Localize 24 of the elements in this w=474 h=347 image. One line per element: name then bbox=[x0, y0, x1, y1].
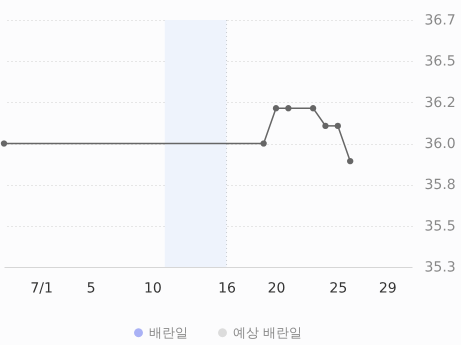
point bbox=[0, 140, 8, 147]
y-tick-label: 35.8 bbox=[424, 177, 456, 194]
point bbox=[334, 122, 341, 130]
x-tick-label: 7/1 bbox=[30, 280, 53, 296]
point bbox=[310, 105, 316, 112]
point bbox=[347, 158, 354, 164]
point bbox=[322, 122, 329, 130]
x-tick-label: 20 bbox=[268, 280, 286, 296]
x-tick-label: 29 bbox=[378, 280, 397, 296]
y-tick-label: 35.3 bbox=[424, 260, 456, 276]
y-tick-label: 36.2 bbox=[424, 94, 456, 111]
y-tick-label: 36.7 bbox=[424, 12, 456, 28]
y-tick-label: 36.0 bbox=[424, 136, 456, 152]
x-tick-label: 16 bbox=[218, 280, 236, 296]
x-tick-label: 5 bbox=[86, 280, 96, 296]
y-tick-label: 36.5 bbox=[424, 54, 456, 70]
point bbox=[272, 105, 280, 112]
x-tick-label: 10 bbox=[144, 280, 162, 296]
point bbox=[285, 105, 292, 112]
y-tick-label: 35.5 bbox=[424, 218, 456, 234]
point bbox=[260, 140, 267, 147]
legend-label: 예상 배란일 bbox=[233, 326, 302, 341]
x-tick-label: 25 bbox=[329, 280, 348, 296]
legend-label: 배란일 bbox=[149, 326, 188, 341]
